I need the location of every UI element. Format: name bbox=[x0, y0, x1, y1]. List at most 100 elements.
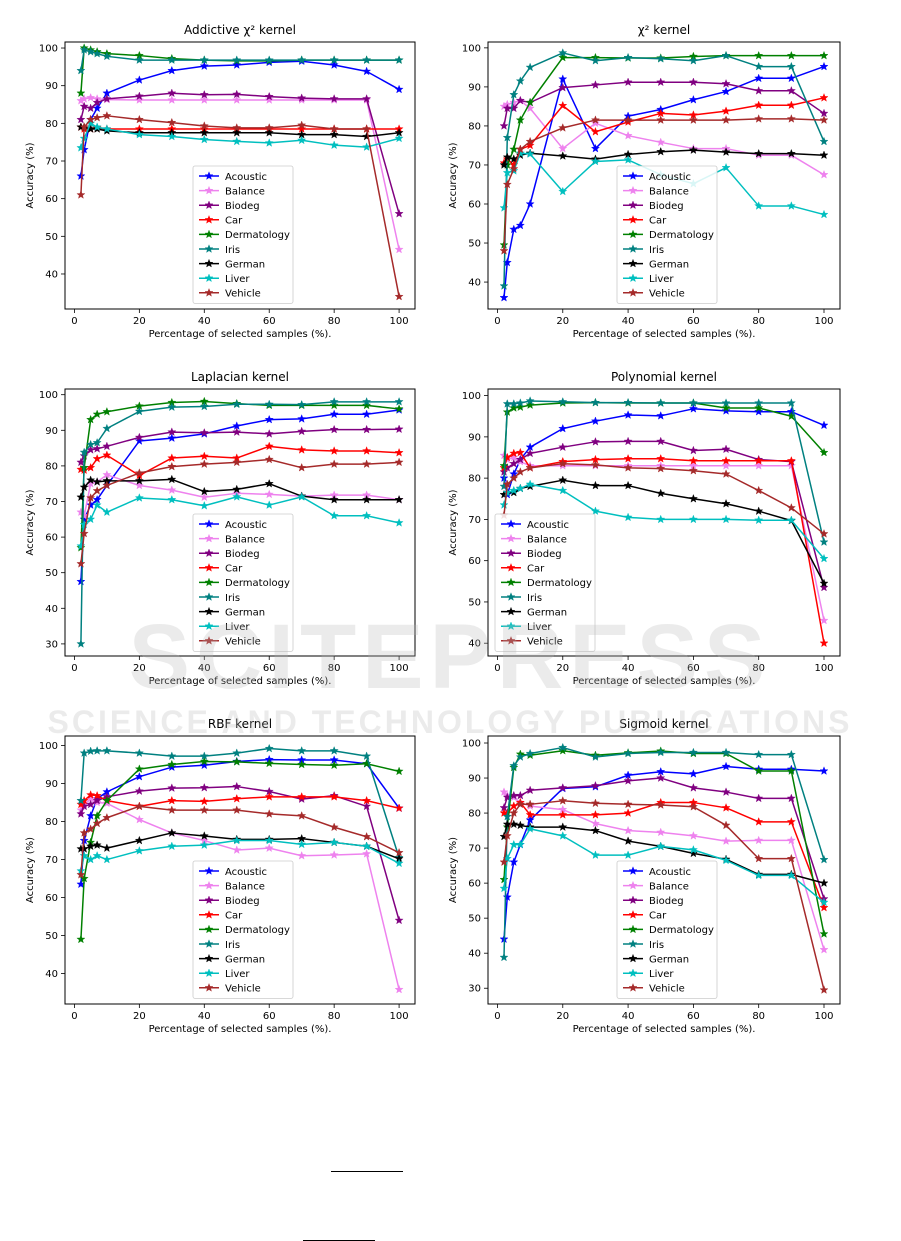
data-point-biodeg bbox=[134, 91, 144, 101]
y-tick-label: 70 bbox=[45, 855, 58, 866]
data-point-vehicle bbox=[721, 820, 731, 830]
data-point-acoustic bbox=[394, 84, 404, 94]
x-tick-label: 60 bbox=[687, 1011, 700, 1022]
data-point-vehicle bbox=[232, 457, 242, 467]
data-point-iris bbox=[329, 397, 339, 406]
data-point-biodeg bbox=[167, 783, 177, 792]
data-point-vehicle bbox=[515, 799, 525, 809]
data-point-vehicle bbox=[92, 818, 102, 828]
y-tick-label: 60 bbox=[45, 893, 58, 904]
data-point-liver bbox=[754, 201, 764, 210]
data-point-vehicle bbox=[102, 480, 112, 490]
y-tick-label: 100 bbox=[462, 391, 481, 402]
data-point-biodeg bbox=[92, 795, 102, 805]
data-point-acoustic bbox=[819, 420, 829, 430]
x-tick-label: 100 bbox=[390, 316, 409, 327]
y-tick-label: 60 bbox=[468, 199, 481, 210]
y-tick-label: 80 bbox=[468, 121, 481, 132]
data-point-iris bbox=[688, 398, 698, 407]
data-point-iris bbox=[362, 397, 372, 406]
data-point-dermatology bbox=[92, 811, 102, 820]
data-point-dermatology bbox=[86, 414, 96, 424]
data-point-liver bbox=[558, 485, 568, 495]
data-point-dermatology bbox=[362, 758, 372, 768]
legend-marker-german bbox=[204, 258, 214, 268]
data-point-iris bbox=[167, 751, 177, 761]
y-tick-label: 40 bbox=[45, 969, 58, 980]
x-tick-label: 80 bbox=[752, 316, 765, 327]
x-tick-label: 20 bbox=[556, 663, 569, 674]
data-point-dermatology bbox=[264, 758, 274, 768]
legend-label-iris: Iris bbox=[649, 245, 664, 256]
chart-title: Polynomial kernel bbox=[611, 370, 717, 384]
legend-label-german: German bbox=[225, 954, 265, 965]
data-point-liver bbox=[79, 850, 89, 860]
data-point-german bbox=[515, 820, 525, 830]
data-point-vehicle bbox=[297, 462, 307, 472]
data-point-biodeg bbox=[656, 77, 666, 87]
data-point-german bbox=[86, 841, 96, 851]
data-point-liver bbox=[688, 845, 698, 854]
data-point-iris bbox=[754, 749, 764, 759]
legend-marker-iris bbox=[204, 244, 214, 253]
y-tick-label: 40 bbox=[45, 269, 58, 280]
x-tick-label: 80 bbox=[328, 663, 341, 674]
data-point-dermatology bbox=[199, 756, 209, 766]
data-point-balance bbox=[688, 831, 698, 840]
data-point-balance bbox=[232, 95, 242, 104]
y-tick-label: 60 bbox=[45, 533, 58, 544]
data-point-vehicle bbox=[297, 120, 307, 130]
data-point-iris bbox=[499, 281, 509, 290]
data-point-biodeg bbox=[590, 80, 600, 89]
data-point-german bbox=[394, 494, 404, 504]
data-point-dermatology bbox=[329, 400, 339, 410]
legend-label-car: Car bbox=[649, 216, 667, 227]
data-point-german bbox=[819, 150, 829, 160]
data-point-biodeg bbox=[819, 108, 829, 118]
data-point-liver bbox=[167, 131, 177, 141]
chart-panel-4: 0 20 40 60 80 100 40 50 60 70 80 90 100 Polynomial ke… bbox=[448, 370, 841, 687]
data-point-iris bbox=[623, 748, 633, 758]
data-point-iris bbox=[721, 398, 731, 407]
data-point-vehicle bbox=[515, 467, 525, 476]
x-tick-label: 60 bbox=[263, 1011, 276, 1022]
legend-label-liver: Liver bbox=[225, 969, 250, 980]
data-point-car bbox=[167, 453, 177, 462]
data-point-liver bbox=[199, 500, 209, 510]
legend-label-balance: Balance bbox=[649, 186, 689, 197]
data-point-car bbox=[656, 108, 666, 118]
data-point-dermatology bbox=[394, 404, 404, 413]
data-point-car bbox=[86, 790, 96, 799]
data-point-liver bbox=[394, 133, 404, 143]
x-tick-label: 0 bbox=[71, 663, 77, 674]
data-point-biodeg bbox=[688, 445, 698, 455]
x-tick-label: 60 bbox=[687, 316, 700, 327]
legend-label-german: German bbox=[225, 607, 265, 618]
data-point-car bbox=[102, 450, 112, 460]
data-point-liver bbox=[79, 519, 89, 529]
data-point-liver bbox=[394, 518, 404, 527]
x-tick-label: 20 bbox=[133, 1011, 146, 1022]
legend-marker-acoustic bbox=[628, 171, 638, 180]
data-point-german bbox=[199, 127, 209, 137]
data-point-liver bbox=[590, 850, 600, 859]
legend-label-german: German bbox=[527, 607, 567, 618]
data-point-car bbox=[590, 810, 600, 819]
data-point-vehicle bbox=[623, 799, 633, 809]
x-axis-label: Percentage of selected samples (%). bbox=[149, 1024, 332, 1035]
y-tick-label: 80 bbox=[468, 474, 481, 485]
data-point-car bbox=[199, 796, 209, 806]
legend-marker-biodeg bbox=[204, 548, 214, 558]
data-point-liver bbox=[264, 500, 274, 509]
data-point-vehicle bbox=[502, 831, 512, 840]
data-point-liver bbox=[515, 148, 525, 158]
data-point-car bbox=[362, 795, 372, 805]
y-axis-label: Accuracy (%) bbox=[448, 142, 459, 208]
data-point-liver bbox=[623, 155, 633, 164]
data-point-dermatology bbox=[232, 757, 242, 766]
legend-label-biodeg: Biodeg bbox=[225, 201, 260, 212]
data-point-vehicle bbox=[623, 463, 633, 472]
legend-marker-vehicle bbox=[506, 636, 516, 645]
legend-label-balance: Balance bbox=[527, 534, 567, 545]
data-point-iris bbox=[525, 62, 535, 72]
